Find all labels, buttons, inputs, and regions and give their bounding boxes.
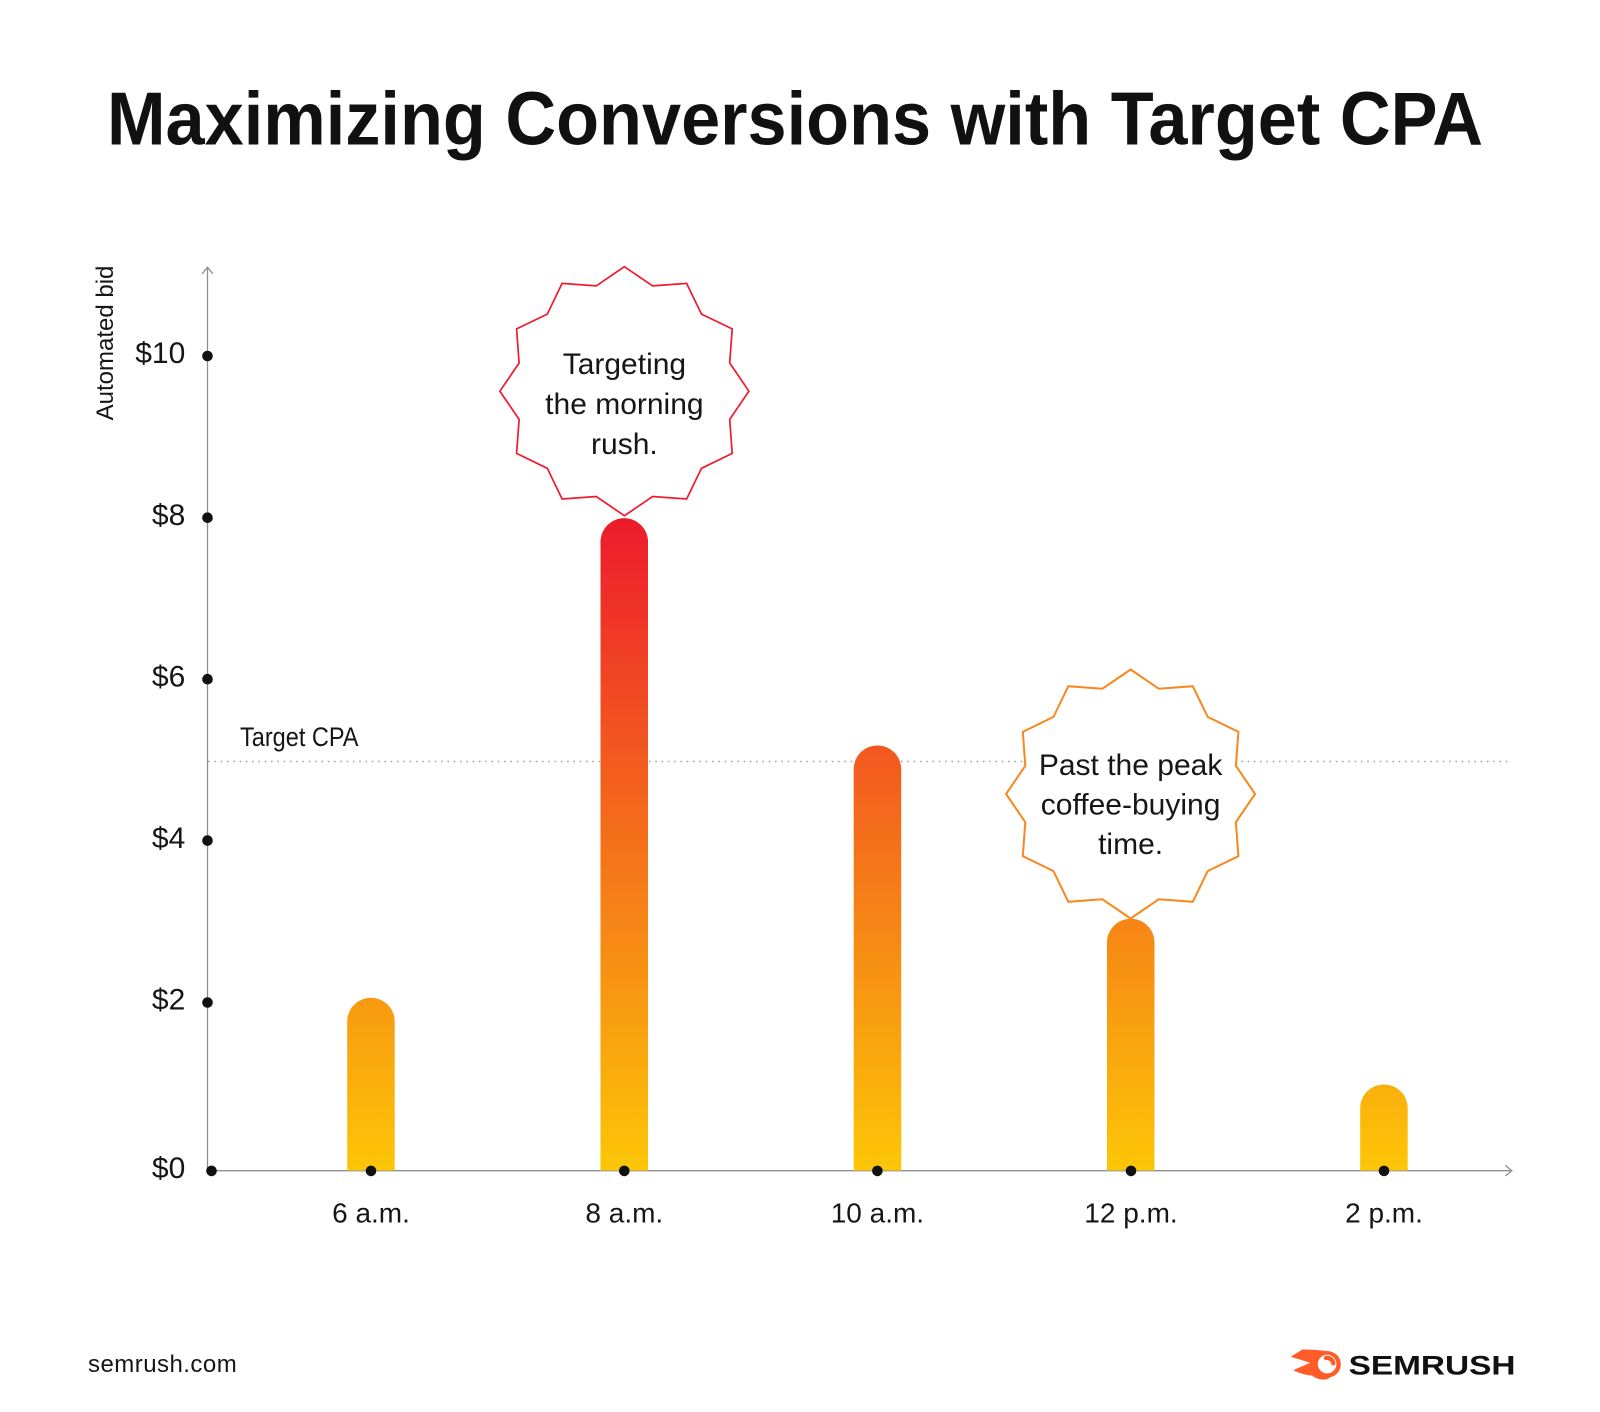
- svg-text:coffee-buying: coffee-buying: [1041, 789, 1221, 822]
- svg-text:2 p.m.: 2 p.m.: [1345, 1198, 1423, 1229]
- svg-text:rush.: rush.: [591, 428, 658, 461]
- svg-text:Automated bid: Automated bid: [92, 266, 119, 421]
- svg-text:SEMRUSH: SEMRUSH: [1349, 1351, 1516, 1380]
- svg-text:time.: time.: [1098, 828, 1163, 861]
- svg-text:$6: $6: [152, 660, 185, 693]
- svg-text:$2: $2: [152, 984, 185, 1017]
- svg-text:6 a.m.: 6 a.m.: [332, 1198, 410, 1229]
- svg-text:$0: $0: [152, 1152, 185, 1185]
- svg-text:Past the peak: Past the peak: [1039, 749, 1223, 782]
- svg-text:$4: $4: [152, 822, 185, 855]
- svg-text:8 a.m.: 8 a.m.: [585, 1198, 663, 1229]
- svg-text:semrush.com: semrush.com: [88, 1351, 237, 1378]
- svg-text:$8: $8: [152, 499, 185, 532]
- svg-text:Targeting: Targeting: [563, 348, 686, 381]
- svg-text:Target CPA: Target CPA: [240, 722, 359, 752]
- svg-text:10 a.m.: 10 a.m.: [831, 1198, 924, 1229]
- svg-text:the morning: the morning: [545, 388, 703, 421]
- svg-text:$10: $10: [135, 337, 185, 370]
- svg-text:Maximizing Conversions with Ta: Maximizing Conversions with Target CPA: [107, 77, 1483, 161]
- svg-text:12 p.m.: 12 p.m.: [1084, 1198, 1177, 1229]
